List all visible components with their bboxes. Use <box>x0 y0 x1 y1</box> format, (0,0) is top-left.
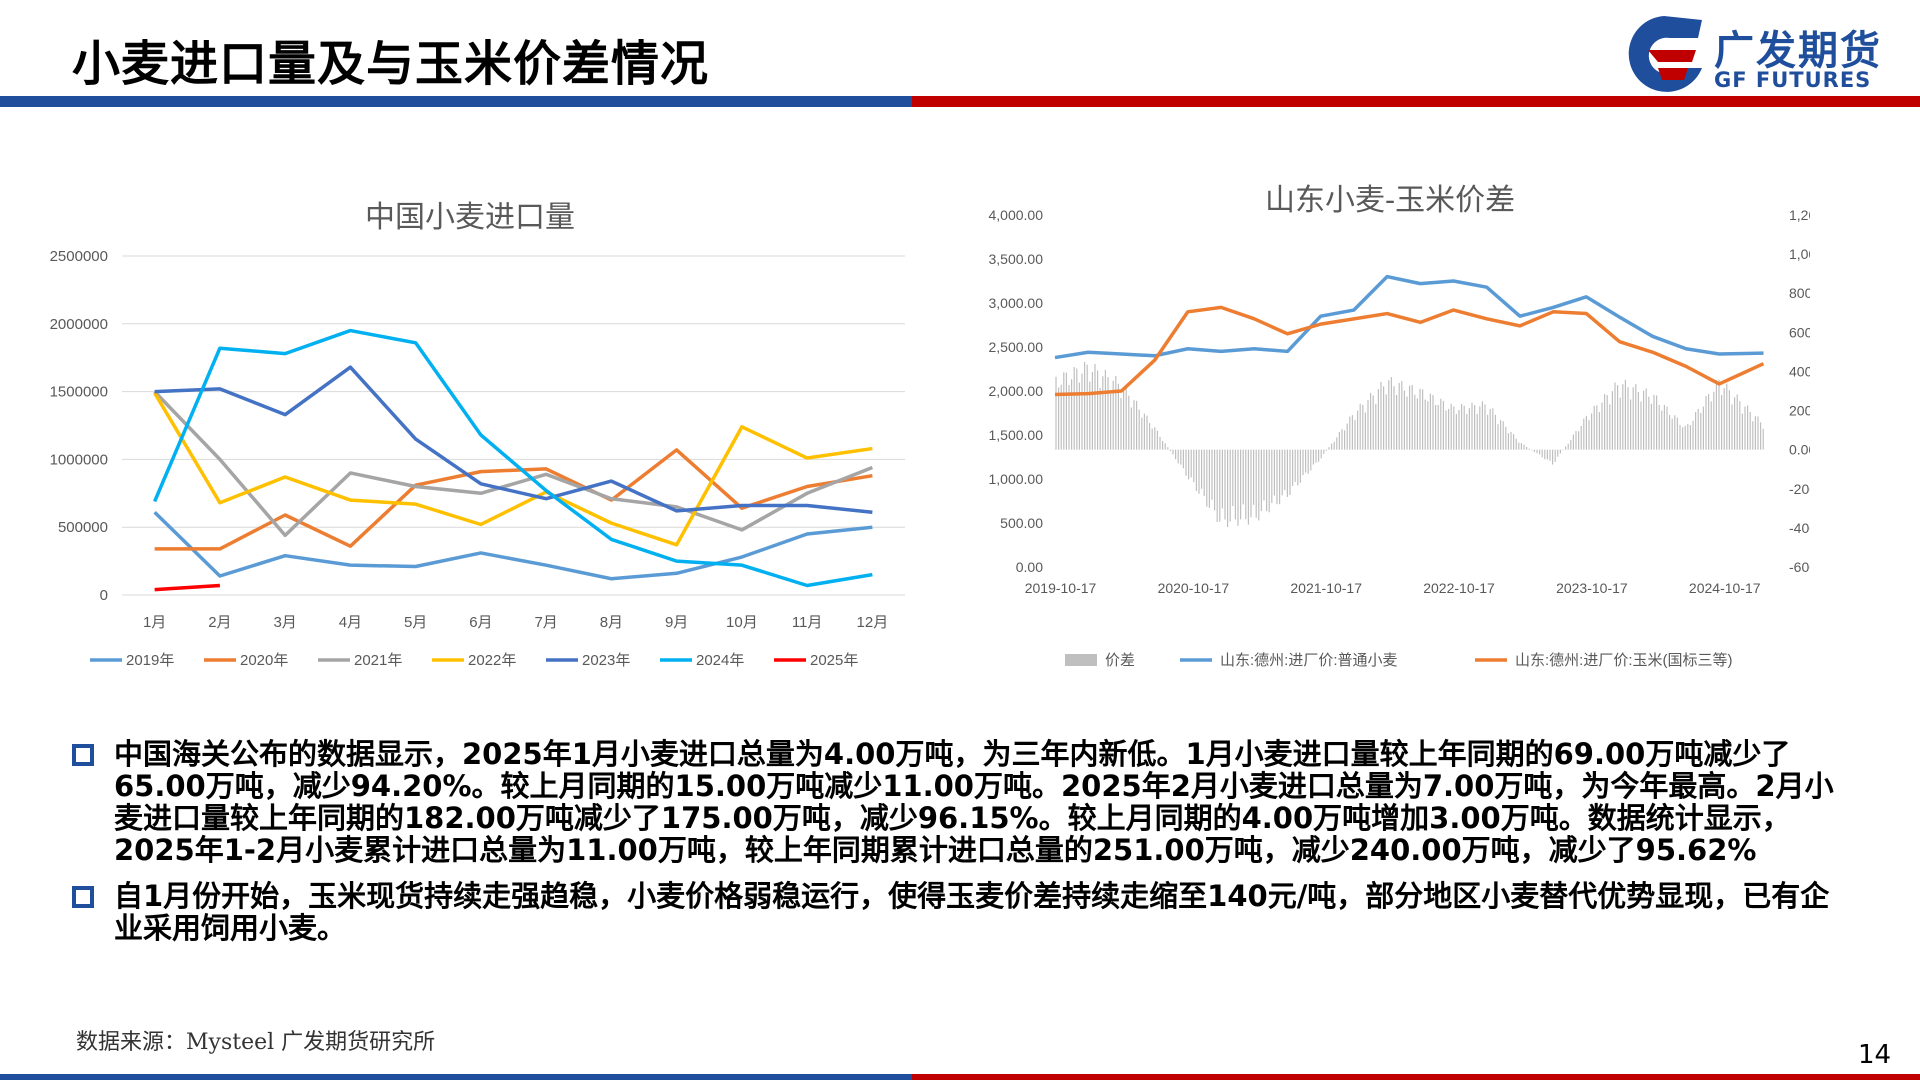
legend-label: 2025年 <box>810 652 858 669</box>
y-left-tick-label: 3,500.00 <box>989 251 1044 267</box>
y-left-tick-label: 1,500.00 <box>989 427 1044 443</box>
y-tick-label: 0 <box>100 587 108 604</box>
series-line <box>153 390 874 538</box>
y-right-tick-label: 200.00 <box>1789 403 1810 419</box>
y-right-tick-label: 800.00 <box>1789 285 1810 301</box>
series-line <box>1054 305 1765 397</box>
legend-label: 2022年 <box>468 652 516 669</box>
footer-band-blue <box>0 1074 912 1080</box>
y-right-tick-label: 1,200.00 <box>1789 207 1810 223</box>
y-right-tick-label: -200.00 <box>1789 481 1810 497</box>
data-source: 数据来源：Mysteel 广发期货研究所 <box>76 1030 436 1055</box>
logo-text-cn: 广发期货 <box>1714 28 1882 74</box>
legend-swatch <box>1065 654 1097 666</box>
bullet-box-icon <box>72 886 94 908</box>
y-tick-label: 1500000 <box>50 384 108 401</box>
x-tick-label: 11月 <box>792 614 823 631</box>
x-tick-label: 7月 <box>534 614 557 631</box>
x-tick-label: 5月 <box>404 614 427 631</box>
series-line <box>153 511 873 581</box>
y-left-tick-label: 1,000.00 <box>989 471 1044 487</box>
commentary-text: 中国海关公布的数据显示，2025年1月小麦进口总量为4.00万吨，为三年内新低。… <box>114 737 1834 867</box>
y-left-tick-label: 3,000.00 <box>989 295 1044 311</box>
legend-label: 2021年 <box>354 652 402 669</box>
y-left-tick-label: 2,000.00 <box>989 383 1044 399</box>
y-right-tick-label: 1,000.00 <box>1789 246 1810 262</box>
x-tick-label: 9月 <box>665 614 688 631</box>
chart-title: 中国小麦进口量 <box>365 200 575 235</box>
chart-title: 山东小麦-玉米价差 <box>1265 183 1516 218</box>
footer-band-red <box>912 1074 1920 1080</box>
legend-label: 2024年 <box>696 652 744 669</box>
x-tick-label: 2021-10-17 <box>1290 580 1362 596</box>
y-right-tick-label: 0.00 <box>1789 442 1810 458</box>
x-tick-label: 1月 <box>143 614 166 631</box>
x-tick-label: 8月 <box>600 614 623 631</box>
spread-line-chart: 0.00 500.00 1,000.00 1,500.00 2,000.00 2,500.… <box>989 207 1844 669</box>
x-tick-label: 2月 <box>208 614 231 631</box>
series-line <box>154 365 873 515</box>
legend-label: 山东:德州:进厂价:玉米(国标三等) <box>1515 651 1733 669</box>
x-tick-label: 2019-10-17 <box>1025 580 1097 596</box>
legend-label: 2019年 <box>126 652 174 669</box>
x-tick-label: 2022-10-17 <box>1423 580 1495 596</box>
wheat-import-chart: 中国小麦进口量 0 500000 1000000 1500000 2000000 2500… <box>30 180 920 680</box>
series-line <box>153 328 873 588</box>
y-right-tick-label: -400.00 <box>1789 520 1810 536</box>
company-logo: 广发期货 GF FUTURES <box>1618 10 1898 98</box>
x-tick-label: 10月 <box>726 614 758 631</box>
commentary-list: 中国海关公布的数据显示，2025年1月小麦进口总量为4.00万吨，为三年内新低。… <box>70 738 1840 958</box>
page-number: 14 <box>1858 1040 1892 1070</box>
commentary-item: 自1月份开始，玉米现货持续走强趋稳，小麦价格弱稳运行，使得玉麦价差持续走缩至14… <box>70 880 1840 944</box>
y-left-tick-label: 0.00 <box>1016 559 1043 575</box>
y-right-tick-label: 400.00 <box>1789 363 1810 379</box>
commentary-item: 中国海关公布的数据显示，2025年1月小麦进口总量为4.00万吨，为三年内新低。… <box>70 738 1840 866</box>
bullet-box-icon <box>72 744 94 766</box>
commentary-text: 自1月份开始，玉米现货持续走强趋稳，小麦价格弱稳运行，使得玉麦价差持续走缩至14… <box>114 879 1830 945</box>
y-tick-label: 2000000 <box>50 316 108 333</box>
x-tick-label: 2020-10-17 <box>1158 580 1230 596</box>
x-tick-label: 3月 <box>273 614 296 631</box>
y-tick-label: 500000 <box>58 519 108 536</box>
series-line <box>154 583 220 592</box>
series-line <box>153 392 873 547</box>
header-band-blue <box>0 96 912 107</box>
y-right-tick-label: 600.00 <box>1789 324 1810 340</box>
y-left-tick-label: 500.00 <box>1000 515 1043 531</box>
legend-label: 价差 <box>1105 652 1135 669</box>
y-tick-label: 2500000 <box>50 248 108 265</box>
wheat-import-line-chart: 0 500000 1000000 1500000 2000000 2500000 1月 2月 3… <box>50 248 905 669</box>
y-left-tick-label: 4,000.00 <box>989 207 1044 223</box>
x-tick-label: 2024-10-17 <box>1689 580 1761 596</box>
header-band-red <box>912 96 1920 107</box>
y-left-tick-label: 2,500.00 <box>989 339 1044 355</box>
y-tick-label: 1000000 <box>50 451 108 468</box>
x-tick-label: 6月 <box>469 614 492 631</box>
y-right-tick-label: -600.00 <box>1789 559 1810 575</box>
x-tick-label: 2023-10-17 <box>1556 580 1628 596</box>
gf-logo-icon <box>1628 16 1702 92</box>
series-line <box>1054 274 1764 360</box>
x-tick-label: 4月 <box>339 614 362 631</box>
logo-text-en: GF FUTURES <box>1714 68 1872 92</box>
slide-title: 小麦进口量及与玉米价差情况 <box>72 36 710 92</box>
legend-label: 山东:德州:进厂价:普通小麦 <box>1220 651 1398 669</box>
legend-label: 2020年 <box>240 652 288 669</box>
legend-label: 2023年 <box>582 652 630 669</box>
wheat-corn-spread-chart: 山东小麦-玉米价差 0.00 500.00 1,000.00 1,500.00 2,00… <box>950 165 1844 685</box>
x-tick-label: 12月 <box>857 614 889 631</box>
